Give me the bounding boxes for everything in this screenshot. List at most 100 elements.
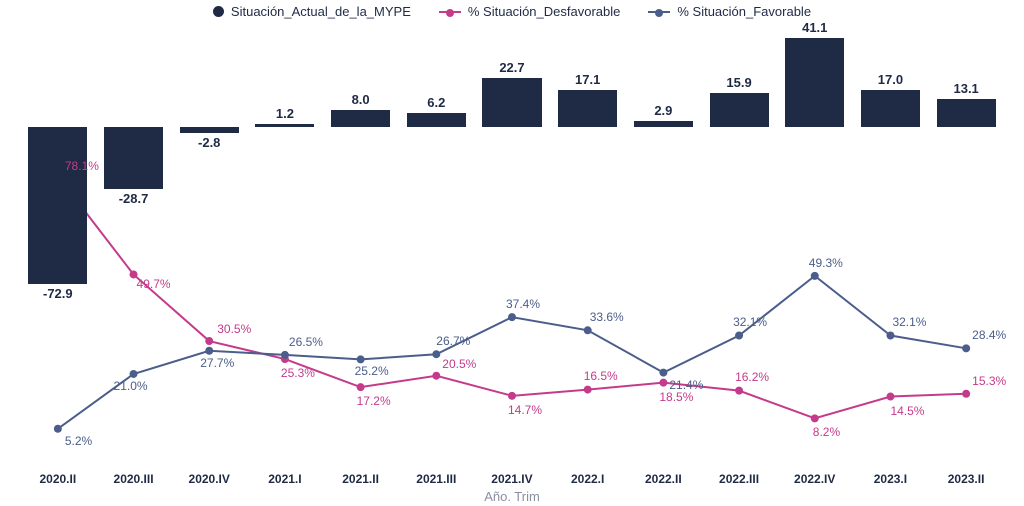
bar bbox=[331, 110, 390, 127]
x-axis-labels: 2020.II2020.III2020.IV2021.I2021.II2021.… bbox=[20, 472, 1004, 486]
x-tick-label: 2023.I bbox=[853, 472, 929, 486]
point-value-label: 18.5% bbox=[659, 390, 693, 404]
legend-label-desfavorable: % Situación_Desfavorable bbox=[468, 4, 620, 19]
bar-value-label: 17.1 bbox=[558, 72, 617, 87]
legend-item-bar: Situación_Actual_de_la_MYPE bbox=[213, 4, 411, 19]
point-value-label: 49.3% bbox=[809, 256, 843, 270]
legend-marker-desfavorable bbox=[439, 11, 461, 13]
point-value-label: 8.2% bbox=[813, 425, 840, 439]
bar-value-label: -2.8 bbox=[180, 135, 239, 150]
x-tick-label: 2021.IV bbox=[474, 472, 550, 486]
bar bbox=[558, 90, 617, 127]
bar-value-label: 22.7 bbox=[482, 60, 541, 75]
bar bbox=[710, 93, 769, 127]
series-point bbox=[130, 370, 138, 378]
bar-value-label: 8.0 bbox=[331, 92, 390, 107]
bar-value-label: 13.1 bbox=[937, 81, 996, 96]
bar bbox=[937, 99, 996, 127]
legend: Situación_Actual_de_la_MYPE % Situación_… bbox=[0, 4, 1024, 19]
bar-value-label: 2.9 bbox=[634, 103, 693, 118]
bar-value-label: 15.9 bbox=[710, 75, 769, 90]
series-point bbox=[432, 372, 440, 380]
point-value-label: 28.4% bbox=[972, 328, 1006, 342]
legend-item-desfavorable: % Situación_Desfavorable bbox=[439, 4, 620, 19]
point-value-label: 21.0% bbox=[114, 379, 148, 393]
point-value-label: 16.5% bbox=[584, 369, 618, 383]
point-value-label: 25.2% bbox=[355, 364, 389, 378]
series-point bbox=[205, 347, 213, 355]
series-point bbox=[357, 383, 365, 391]
bar-value-label: 17.0 bbox=[861, 72, 920, 87]
point-value-label: 49.7% bbox=[137, 277, 171, 291]
bar bbox=[785, 38, 844, 126]
series-point bbox=[659, 369, 667, 377]
x-tick-label: 2022.II bbox=[626, 472, 702, 486]
legend-marker-favorable bbox=[648, 11, 670, 13]
series-point bbox=[811, 272, 819, 280]
x-tick-label: 2021.III bbox=[398, 472, 474, 486]
x-tick-label: 2020.II bbox=[20, 472, 96, 486]
series-point bbox=[281, 351, 289, 359]
series-point bbox=[584, 326, 592, 334]
series-point bbox=[962, 344, 970, 352]
series-point bbox=[432, 350, 440, 358]
point-value-label: 17.2% bbox=[357, 394, 391, 408]
series-point bbox=[659, 379, 667, 387]
bar bbox=[407, 113, 466, 126]
bar-value-label: -72.9 bbox=[28, 286, 87, 301]
bar bbox=[861, 90, 920, 127]
series-point bbox=[811, 414, 819, 422]
x-tick-label: 2020.IV bbox=[171, 472, 247, 486]
point-value-label: 32.1% bbox=[892, 315, 926, 329]
x-tick-label: 2023.II bbox=[928, 472, 1004, 486]
bar bbox=[28, 127, 87, 284]
series-point bbox=[508, 392, 516, 400]
bar-value-label: 1.2 bbox=[255, 106, 314, 121]
point-value-label: 32.1% bbox=[733, 315, 767, 329]
point-value-label: 37.4% bbox=[506, 297, 540, 311]
series-point bbox=[54, 425, 62, 433]
point-value-label: 16.2% bbox=[735, 370, 769, 384]
series-point bbox=[735, 331, 743, 339]
point-value-label: 5.2% bbox=[65, 434, 92, 448]
point-value-label: 14.5% bbox=[890, 404, 924, 418]
series-point bbox=[735, 387, 743, 395]
chart-container: Situación_Actual_de_la_MYPE % Situación_… bbox=[0, 0, 1024, 506]
series-point bbox=[584, 386, 592, 394]
plot-area: -72.9-28.7-2.81.28.06.222.717.12.915.941… bbox=[20, 30, 1004, 451]
point-value-label: 21.4% bbox=[669, 378, 703, 392]
point-value-label: 27.7% bbox=[200, 356, 234, 370]
legend-marker-bar bbox=[213, 6, 224, 17]
bar bbox=[255, 124, 314, 127]
point-value-label: 20.5% bbox=[442, 357, 476, 371]
series-point bbox=[886, 393, 894, 401]
series-point bbox=[508, 313, 516, 321]
point-value-label: 30.5% bbox=[217, 322, 251, 336]
x-tick-label: 2021.I bbox=[247, 472, 323, 486]
point-value-label: 78.1% bbox=[65, 159, 99, 173]
bar-value-label: 6.2 bbox=[407, 95, 466, 110]
x-tick-label: 2022.IV bbox=[777, 472, 853, 486]
bar bbox=[104, 127, 163, 189]
bar-value-label: 41.1 bbox=[785, 20, 844, 35]
series-point bbox=[886, 331, 894, 339]
bar bbox=[180, 127, 239, 133]
series-point bbox=[205, 337, 213, 345]
bar-value-label: -28.7 bbox=[104, 191, 163, 206]
bar bbox=[634, 121, 693, 127]
legend-item-favorable: % Situación_Favorable bbox=[648, 4, 811, 19]
point-value-label: 15.3% bbox=[972, 374, 1006, 388]
legend-label-bar: Situación_Actual_de_la_MYPE bbox=[231, 4, 411, 19]
x-tick-label: 2021.II bbox=[323, 472, 399, 486]
point-value-label: 26.5% bbox=[289, 335, 323, 349]
point-value-label: 25.3% bbox=[281, 366, 315, 380]
x-tick-label: 2020.III bbox=[96, 472, 172, 486]
x-tick-label: 2022.III bbox=[701, 472, 777, 486]
point-value-label: 33.6% bbox=[590, 310, 624, 324]
bar bbox=[482, 78, 541, 127]
series-point bbox=[962, 390, 970, 398]
series-point bbox=[357, 355, 365, 363]
legend-label-favorable: % Situación_Favorable bbox=[677, 4, 811, 19]
x-tick-label: 2022.I bbox=[550, 472, 626, 486]
point-value-label: 14.7% bbox=[508, 403, 542, 417]
